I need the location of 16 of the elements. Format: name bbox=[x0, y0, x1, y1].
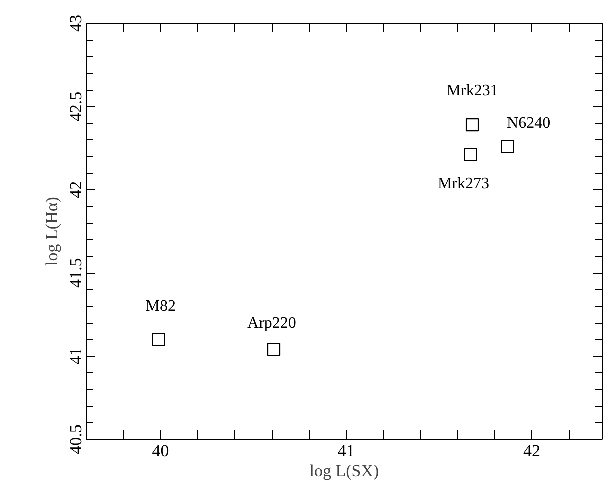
x-tick-label: 42 bbox=[523, 442, 540, 460]
y-axis-title: log L(Hα) bbox=[42, 197, 62, 266]
x-tick-label: 40 bbox=[152, 442, 170, 460]
annotation: N6240 bbox=[507, 115, 551, 132]
annotation: M82 bbox=[146, 298, 176, 316]
y-tick-label: 42 bbox=[66, 181, 86, 198]
y-tick-label: 41 bbox=[66, 348, 86, 365]
annotation: Mrk273 bbox=[438, 175, 490, 192]
y-tick-label: 41.5 bbox=[66, 258, 86, 288]
y-tick-label: 43 bbox=[66, 15, 86, 32]
x-tick-label: 41 bbox=[338, 442, 355, 460]
annotation: Arp220 bbox=[248, 315, 296, 332]
annotation: Mrk231 bbox=[446, 82, 498, 100]
y-tick-label: 42.5 bbox=[66, 92, 86, 122]
x-axis-title: log L(SX) bbox=[310, 462, 380, 480]
y-tick-label: 40.5 bbox=[66, 424, 86, 454]
